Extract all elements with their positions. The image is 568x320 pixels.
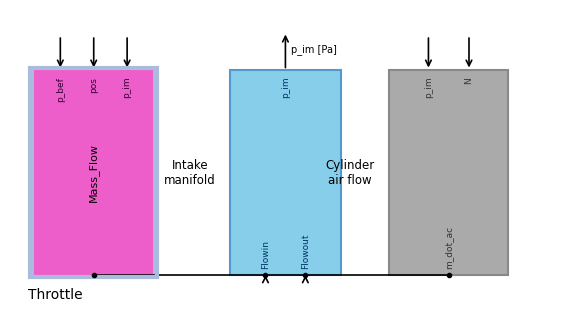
Bar [389,70,508,275]
Bar [230,70,341,275]
Text: p_im: p_im [424,77,433,99]
Text: N: N [465,77,474,84]
Text: Intake
manifold: Intake manifold [164,159,216,187]
Text: Flowin: Flowin [261,240,270,269]
Text: pos: pos [89,77,98,93]
Text: p_im: p_im [281,77,290,99]
Text: Mass_Flow: Mass_Flow [88,143,99,202]
Bar [31,69,156,277]
Text: p_im [Pa]: p_im [Pa] [291,44,337,55]
Text: p_bef: p_bef [56,77,65,102]
Text: Cylinder
air flow: Cylinder air flow [325,159,375,187]
Text: Flowout: Flowout [301,233,310,269]
Text: p_im: p_im [123,77,132,99]
Text: Throttle: Throttle [28,288,83,302]
Text: m_dot_ac: m_dot_ac [444,226,453,269]
Bar [34,70,153,275]
